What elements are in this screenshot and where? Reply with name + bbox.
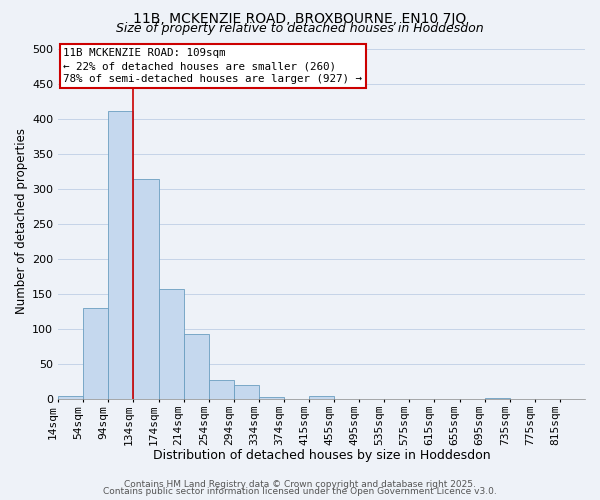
Bar — [309, 396, 334, 400]
Bar — [58, 396, 83, 400]
Text: Contains HM Land Registry data © Crown copyright and database right 2025.: Contains HM Land Registry data © Crown c… — [124, 480, 476, 489]
Text: 11B MCKENZIE ROAD: 109sqm
← 22% of detached houses are smaller (260)
78% of semi: 11B MCKENZIE ROAD: 109sqm ← 22% of detac… — [64, 48, 362, 84]
Bar — [485, 398, 510, 400]
Text: 11B, MCKENZIE ROAD, BROXBOURNE, EN10 7JQ: 11B, MCKENZIE ROAD, BROXBOURNE, EN10 7JQ — [133, 12, 467, 26]
Bar — [209, 380, 234, 400]
Text: Contains public sector information licensed under the Open Government Licence v3: Contains public sector information licen… — [103, 488, 497, 496]
X-axis label: Distribution of detached houses by size in Hoddesdon: Distribution of detached houses by size … — [153, 450, 490, 462]
Bar — [109, 111, 133, 400]
Bar — [184, 334, 209, 400]
Bar — [133, 179, 158, 400]
Text: Size of property relative to detached houses in Hoddesdon: Size of property relative to detached ho… — [116, 22, 484, 35]
Y-axis label: Number of detached properties: Number of detached properties — [15, 128, 28, 314]
Bar — [259, 397, 284, 400]
Bar — [158, 288, 184, 400]
Bar — [83, 308, 109, 400]
Bar — [234, 386, 259, 400]
